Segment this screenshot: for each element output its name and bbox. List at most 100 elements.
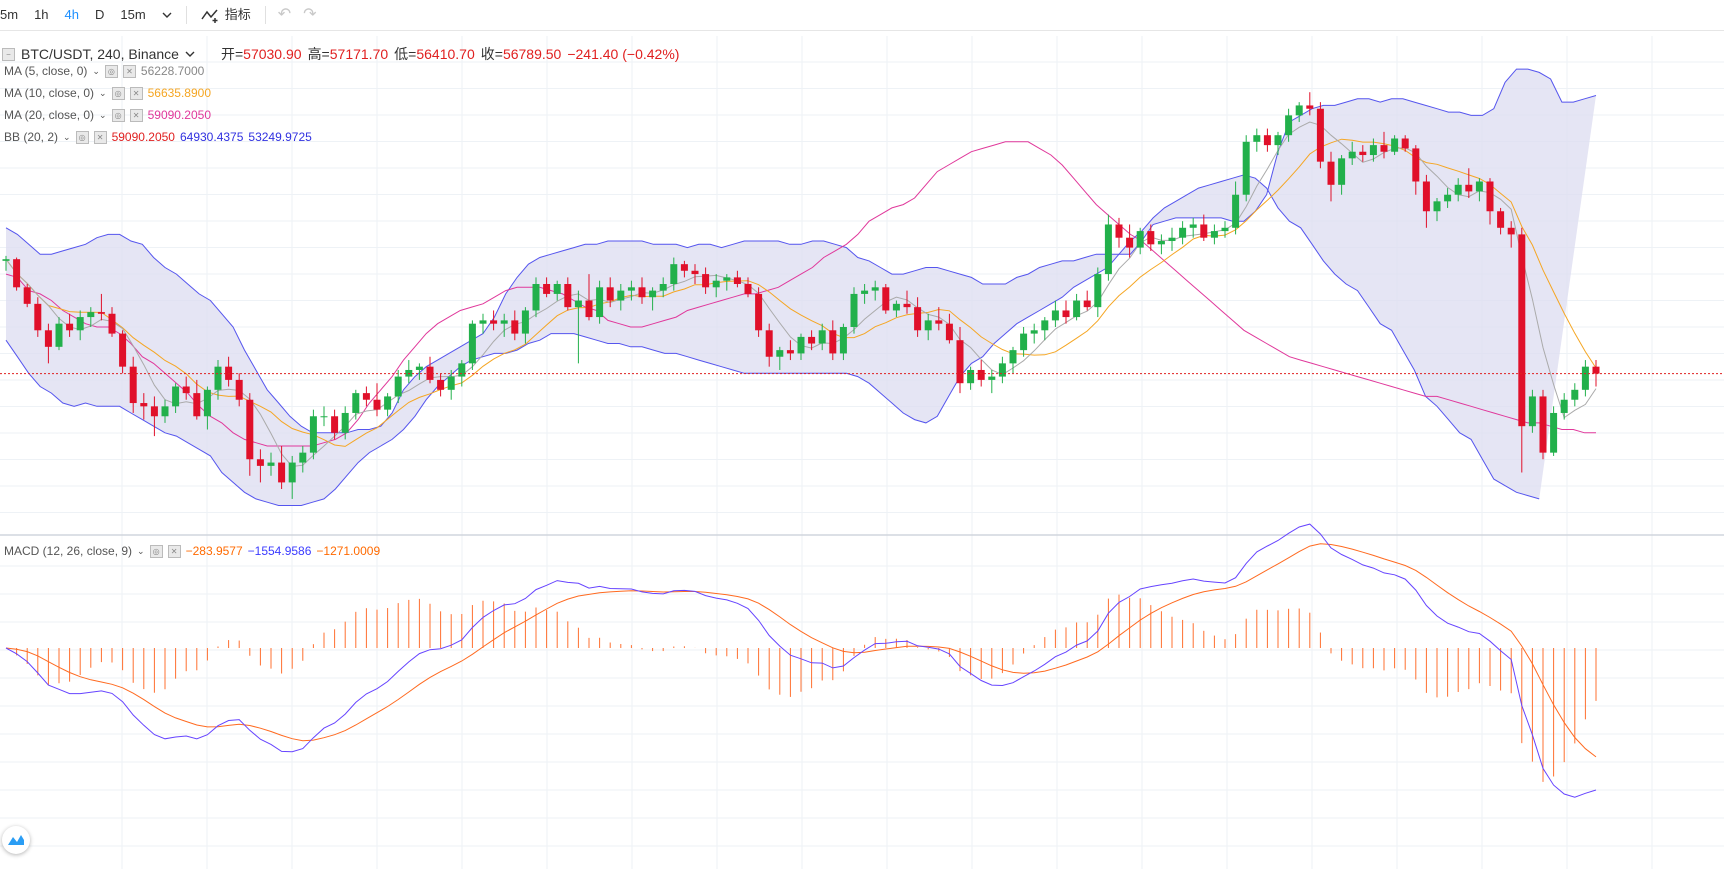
candle-body [1560, 399, 1568, 413]
candle-body [140, 403, 148, 407]
chevron-down-icon[interactable]: ⌄ [99, 88, 107, 98]
indicator-value: 64930.4375 [179, 130, 244, 144]
candle-body [744, 284, 752, 294]
chevron-down-icon[interactable]: ⌄ [63, 132, 71, 142]
ma10-legend[interactable]: MA (10, close, 0) ⌄ ◎ ✕ 56635.8900 [4, 86, 211, 100]
interval-1h[interactable]: 1h [34, 7, 49, 22]
candle-body [1020, 333, 1028, 351]
ma5-legend[interactable]: MA (5, close, 0) ⌄ ◎ ✕ 56228.7000 [4, 64, 204, 78]
close-icon[interactable]: ✕ [129, 86, 143, 100]
candle-body [1168, 237, 1176, 242]
ohlc-low-label: 低= [394, 46, 417, 62]
candle-body [1550, 412, 1558, 453]
candle-body [924, 320, 932, 331]
chevron-down-icon[interactable]: ⌄ [99, 110, 107, 120]
candle-body [574, 300, 582, 308]
candle-body [1083, 300, 1091, 308]
chevron-down-icon[interactable]: ⌄ [92, 66, 100, 76]
candle-body [1338, 158, 1346, 185]
chevron-down-icon[interactable] [185, 50, 195, 58]
settings-icon[interactable]: ◎ [111, 86, 125, 100]
candle-body [945, 323, 953, 341]
settings-icon[interactable]: ◎ [149, 544, 163, 558]
ma10-line [5, 138, 1597, 447]
candle-body [341, 412, 349, 433]
macd-legend[interactable]: MACD (12, 26, close, 9) ⌄ ◎ ✕ −283.9577 −1… [4, 544, 380, 558]
candle-body [468, 323, 476, 364]
collapse-icon[interactable]: − [2, 47, 15, 61]
candle-body [1051, 310, 1059, 321]
settings-icon[interactable]: ◎ [111, 108, 125, 122]
indicators-button[interactable]: 指标 [193, 0, 259, 30]
candle-body [23, 287, 31, 304]
candle-body [967, 369, 975, 384]
candle-body [415, 366, 423, 370]
indicators-icon [201, 9, 218, 23]
ohlc-high: 57171.70 [329, 46, 389, 62]
interval-4h[interactable]: 4h [64, 7, 79, 22]
candle-body [1571, 389, 1579, 400]
candle-body [797, 336, 805, 354]
bb-legend[interactable]: BB (20, 2) ⌄ ◎ ✕ 59090.2050 64930.4375 532… [4, 130, 312, 144]
interval-15m[interactable]: 15m [120, 7, 146, 22]
indicator-name[interactable]: MACD (12, 26, close, 9) [4, 544, 133, 558]
candle-body [362, 393, 370, 400]
indicator-name[interactable]: MA (10, close, 0) [4, 86, 95, 100]
candle-body [935, 320, 943, 324]
candle-body [13, 259, 21, 288]
candle-body [596, 287, 604, 318]
interval-5m[interactable]: 5m [0, 7, 19, 22]
undo-icon[interactable]: ↶ [277, 6, 292, 23]
indicator-value: −1271.0009 [316, 544, 381, 558]
candle-body [288, 462, 296, 483]
indicator-value: 59090.2050 [147, 108, 211, 122]
settings-icon[interactable]: ◎ [104, 64, 118, 78]
redo-icon[interactable]: ↷ [303, 6, 317, 23]
close-icon[interactable]: ✕ [122, 64, 136, 78]
candle-body [1327, 161, 1335, 185]
candle-body [871, 287, 879, 291]
indicator-name[interactable]: BB (20, 2) [4, 130, 59, 144]
ohlc-change: −241.40 (−0.42%) [567, 46, 680, 62]
candle-body [384, 396, 392, 410]
close-icon[interactable]: ✕ [167, 544, 181, 558]
candle-body [1062, 310, 1070, 318]
candle-body [553, 284, 561, 294]
chevron-down-icon [162, 12, 172, 18]
candle-body [76, 317, 84, 331]
price-chart-svg[interactable] [0, 36, 1724, 869]
indicator-name[interactable]: MA (20, close, 0) [4, 108, 95, 122]
candle-body [214, 366, 222, 390]
symbol-label[interactable]: BTC/USDT, 240, Binance [21, 46, 179, 62]
chart-area[interactable]: − BTC/USDT, 240, Binance 开= 57030.90 高= 57… [0, 36, 1724, 869]
candle-body [1507, 227, 1515, 235]
interval-d[interactable]: D [95, 7, 105, 22]
candle-body [1401, 138, 1409, 149]
candle-body [956, 340, 964, 384]
candle-body [500, 320, 508, 324]
candle-body [1030, 330, 1038, 334]
candle-body [172, 386, 180, 407]
close-icon[interactable]: ✕ [93, 130, 107, 144]
candle-body [808, 336, 816, 344]
candle-body [320, 416, 328, 418]
candle-body [1157, 241, 1165, 245]
candle-body [1465, 184, 1473, 192]
candle-body [299, 452, 307, 463]
interval-dropdown-button[interactable] [154, 0, 180, 30]
candle-body [97, 312, 105, 314]
candle-body [150, 406, 158, 417]
candle-body [1592, 366, 1600, 374]
candle-body [352, 393, 360, 413]
settings-icon[interactable]: ◎ [75, 130, 89, 144]
candle-body [1306, 105, 1314, 109]
candle-body [892, 303, 900, 311]
ohlc-open-label: 开= [220, 46, 244, 62]
indicator-name[interactable]: MA (5, close, 0) [4, 64, 88, 78]
candle-body [543, 284, 551, 294]
ohlc-close: 56789.50 [502, 46, 562, 62]
tradingview-logo-button[interactable] [2, 826, 30, 854]
chevron-down-icon[interactable]: ⌄ [137, 546, 145, 556]
ma20-legend[interactable]: MA (20, close, 0) ⌄ ◎ ✕ 59090.2050 [4, 108, 211, 122]
close-icon[interactable]: ✕ [129, 108, 143, 122]
